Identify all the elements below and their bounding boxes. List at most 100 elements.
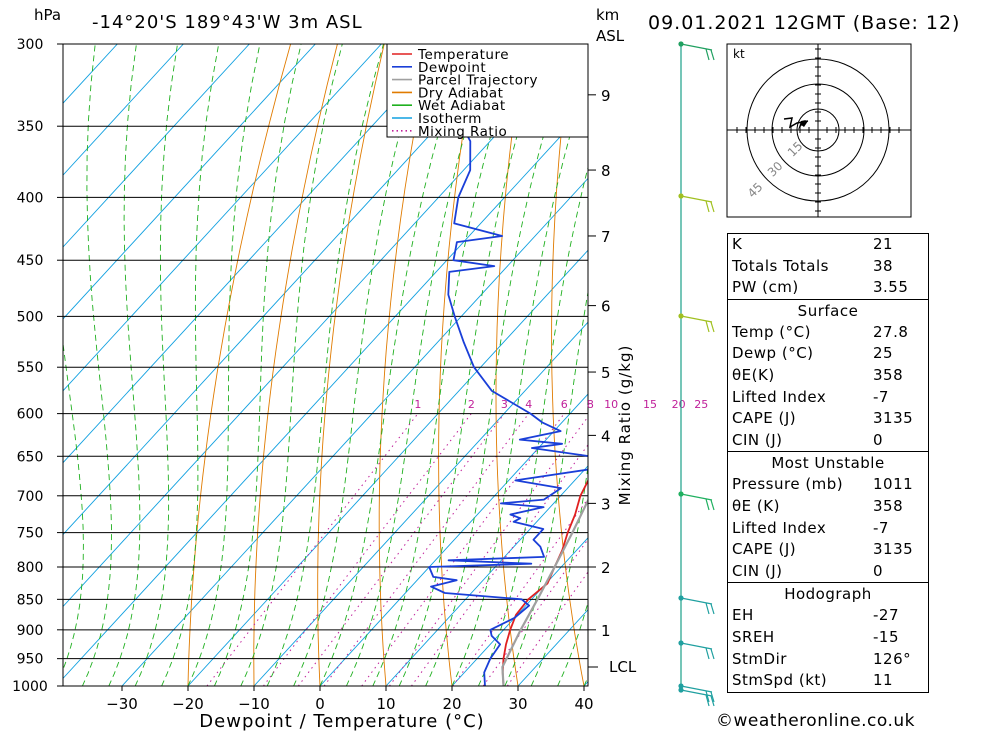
- general-index-row: K 21: [728, 234, 928, 256]
- surface-row-value: 3135: [873, 409, 914, 428]
- parcel-trajectory-profile: [501, 498, 588, 686]
- wet-adiabat-line: [319, 44, 467, 686]
- most-unstable-row: CAPE (J) 3135: [728, 539, 928, 561]
- surface-row: θE(K) 358: [728, 365, 928, 387]
- mixing-ratio-label: 2: [468, 398, 475, 411]
- hodograph-row-label: StmDir: [732, 649, 787, 668]
- surface-row: Temp (°C) 27.8: [728, 322, 928, 344]
- temperature-tick-label: 40: [574, 695, 593, 713]
- pressure-tick-label: 600: [17, 407, 44, 423]
- mixing-ratio-line: [506, 571, 588, 686]
- wet-adiabat-line: [557, 600, 588, 686]
- mixing-ratio-line: [263, 413, 472, 686]
- mixing-ratio-line: [206, 413, 419, 686]
- general-index-row: PW (cm) 3.55: [728, 277, 928, 299]
- mixing-ratio-label: 4: [525, 398, 532, 411]
- isotherm-line: [121, 177, 588, 686]
- mixing-ratio-label: 3: [501, 398, 508, 411]
- temperature-tick-label: 20: [442, 695, 461, 713]
- temperature-tick-label: −30: [106, 695, 138, 713]
- mixing-ratio-label: 15: [643, 398, 657, 411]
- wet-adiabat-line: [425, 44, 572, 686]
- most-unstable-row-label: Pressure (mb): [732, 475, 844, 494]
- surface-row-label: Lifted Index: [732, 387, 827, 406]
- most-unstable-title: Most Unstable: [771, 454, 885, 473]
- isotherm-line: [63, 44, 382, 392]
- km-tick-label: 5: [601, 364, 611, 382]
- dry-adiabat-line: [253, 44, 338, 686]
- dry-adiabat-line: [658, 44, 717, 686]
- wet-adiabat-line: [293, 44, 426, 686]
- mixing-ratio-label: 8: [587, 398, 594, 411]
- mixing-ratio-label: 10: [604, 398, 618, 411]
- legend-label: Isotherm: [418, 111, 482, 127]
- km-tick-label: 6: [601, 298, 611, 316]
- isotherm-line: [63, 105, 588, 680]
- pressure-tick-label: 750: [17, 526, 44, 542]
- isotherm-line: [319, 393, 588, 686]
- hodograph-row-value: -15: [873, 627, 899, 646]
- dewpoint-profile: [428, 44, 588, 686]
- temperature-tick-label: 0: [315, 695, 325, 713]
- mixing-ratio-axis-title: Mixing Ratio (g/kg): [616, 345, 634, 506]
- surface-row-value: 358: [873, 365, 904, 384]
- wet-adiabat-line: [187, 44, 261, 686]
- pressure-tick-label: 350: [17, 119, 44, 135]
- wet-adiabat-line: [477, 165, 588, 686]
- isotherm-line: [187, 249, 588, 686]
- mixing-ratio-line: [297, 413, 505, 686]
- legend-label: Temperature: [417, 47, 509, 63]
- hodograph-row-value: -27: [873, 606, 899, 625]
- wet-adiabat-line: [266, 44, 384, 686]
- dry-adiabat-line: [378, 44, 432, 686]
- general-indices: K 21 Totals Totals 38 PW (cm) 3.55: [728, 234, 928, 299]
- wind-barb: [680, 315, 715, 333]
- isotherm-line: [253, 321, 588, 686]
- dry-adiabat-line: [187, 44, 292, 686]
- isotherm-line: [63, 44, 448, 464]
- wet-adiabat-line: [504, 289, 588, 686]
- most-unstable-row-value: 0: [873, 561, 884, 580]
- wet-adiabat-line: [372, 44, 520, 686]
- most-unstable-row-label: CIN (J): [732, 561, 783, 580]
- dry-adiabat-line: [495, 44, 525, 686]
- hodograph-unit-label: kt: [733, 47, 745, 61]
- most-unstable-row-value: 1011: [873, 475, 914, 494]
- mixing-ratio-label: 6: [561, 398, 568, 411]
- surface-row: Lifted Index -7: [728, 387, 928, 409]
- x-axis-title: Dewpoint / Temperature (°C): [199, 711, 484, 732]
- most-unstable-row: Lifted Index -7: [728, 518, 928, 540]
- mixing-ratio-line: [361, 413, 565, 686]
- wet-adiabat-line: [345, 44, 493, 686]
- pressure-tick-label: 450: [17, 253, 44, 269]
- copyright-footer[interactable]: ©weatheronline.co.uk: [716, 711, 916, 731]
- km-tick-label: 2: [601, 559, 611, 577]
- mixing-ratio-label: 25: [694, 398, 708, 411]
- wind-barb: [680, 685, 715, 703]
- surface-row: CAPE (J) 3135: [728, 408, 928, 430]
- general-index-row-value: 21: [873, 235, 894, 253]
- lcl-label: LCL: [609, 658, 637, 676]
- mixing-ratio-label: 1: [414, 398, 421, 411]
- pressure-tick-label: 800: [17, 560, 44, 576]
- location-title: -14°20'S 189°43'W 3m ASL: [92, 12, 363, 33]
- wet-adiabat-line: [134, 44, 178, 686]
- hodograph-row-label: StmSpd (kt): [732, 671, 828, 690]
- temperature-tick-label: 30: [508, 695, 527, 713]
- surface-row-value: -7: [873, 387, 889, 406]
- wet-adiabat-line: [530, 463, 588, 686]
- surface-row: CIN (J) 0: [728, 430, 928, 452]
- legend-label: Wet Adiabat: [418, 98, 506, 114]
- temperature-profile: [501, 478, 588, 686]
- dry-adiabat-line: [946, 44, 1000, 686]
- storm-motion-arrow-icon: [798, 120, 806, 130]
- hodograph-section: Hodograph EH -27 SREH -15 StmDir 126° StmSpd (…: [728, 582, 928, 691]
- general-index-row-label: K: [732, 235, 743, 253]
- isotherm-line: [63, 44, 316, 320]
- surface-row-label: CAPE (J): [732, 409, 797, 428]
- hpa-unit-label: hPa: [34, 6, 61, 24]
- km-tick-label: 9: [601, 87, 611, 105]
- most-unstable-section: Most Unstable Pressure (mb) 1011 θE (K) 358…: [728, 451, 928, 582]
- legend-box: [386, 43, 589, 138]
